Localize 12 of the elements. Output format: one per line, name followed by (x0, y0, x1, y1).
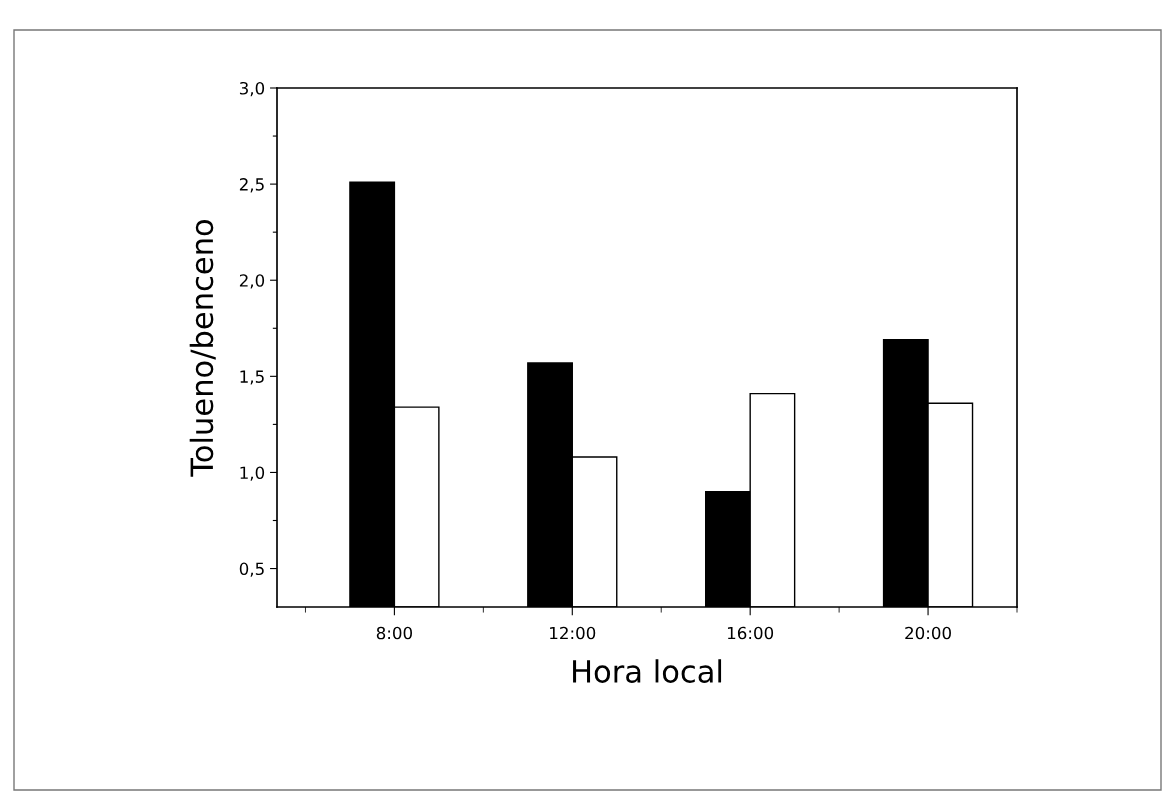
y-tick-label: 0,5 (239, 562, 264, 577)
y-tick-label: 3,0 (239, 81, 265, 97)
y-tick-label: 2,0 (239, 274, 265, 289)
x-tick-label: 20:00 (905, 626, 951, 640)
y-tick-label: 2,5 (239, 178, 264, 193)
x-axis-title: Hora local (573, 659, 722, 683)
y-tick-label: 1,0 (240, 466, 265, 481)
y-tick-label: 1,5 (240, 370, 264, 385)
x-tick-label: 16:00 (727, 626, 774, 640)
y-axis-title: Tolueno/benceno (189, 219, 216, 477)
x-tick-label: 12:00 (550, 626, 596, 640)
x-tick-label: 8:00 (376, 626, 413, 640)
